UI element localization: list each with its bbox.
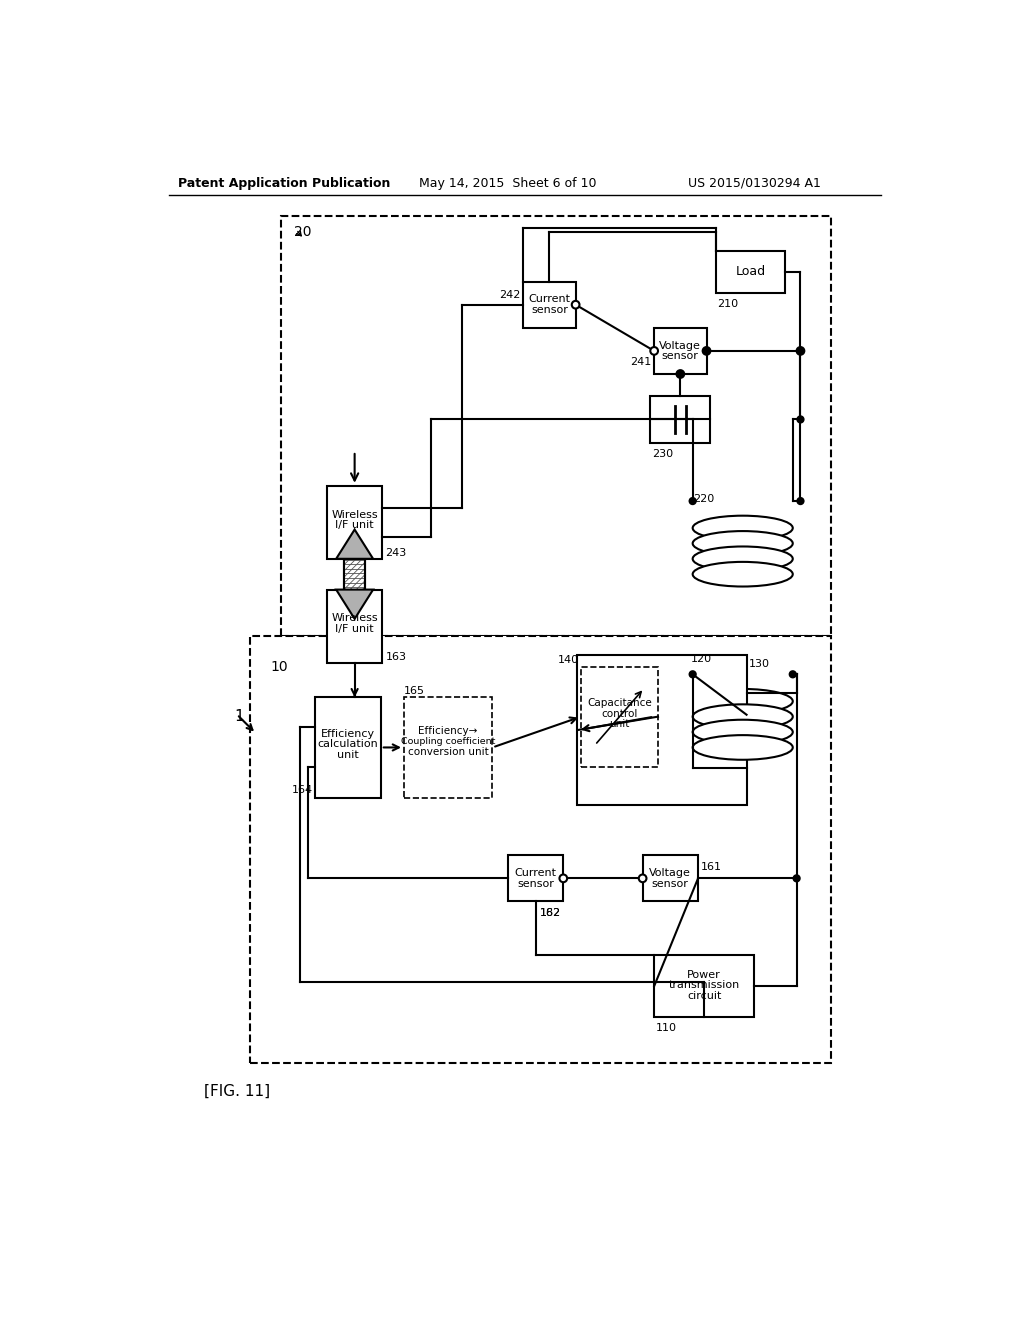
Circle shape [677,370,684,378]
Text: Capacitance: Capacitance [587,698,652,708]
Text: [FIG. 11]: [FIG. 11] [204,1084,270,1100]
Text: US 2015/0130294 A1: US 2015/0130294 A1 [688,177,820,190]
Text: Voltage: Voltage [659,341,701,351]
Bar [654,327,707,374]
Text: 140: 140 [558,655,579,665]
Circle shape [689,498,695,504]
Bar [327,590,382,663]
Text: 164: 164 [292,785,313,795]
Bar [327,486,382,558]
Circle shape [790,671,796,677]
Text: 242: 242 [500,290,521,301]
Bar [508,855,563,902]
Text: conversion unit: conversion unit [408,747,488,758]
Text: Wireless: Wireless [332,614,378,623]
Ellipse shape [692,531,793,556]
Circle shape [797,347,804,355]
Text: sensor: sensor [662,351,698,362]
Text: Patent Application Publication: Patent Application Publication [178,177,391,190]
Bar [315,697,381,797]
Circle shape [702,347,711,355]
Circle shape [798,416,804,422]
Ellipse shape [692,562,793,586]
Text: I/F unit: I/F unit [335,520,374,531]
Bar [643,855,698,902]
Text: sensor: sensor [517,879,554,888]
Text: 182: 182 [540,908,561,917]
Text: 110: 110 [655,1023,677,1034]
Ellipse shape [692,719,793,744]
Text: Coupling coefficient: Coupling coefficient [401,737,496,746]
Text: circuit: circuit [687,991,721,1001]
Ellipse shape [692,705,793,729]
Ellipse shape [692,546,793,572]
Bar [716,251,785,293]
Ellipse shape [692,689,793,714]
Bar [578,655,746,805]
Text: Load: Load [735,265,766,279]
Bar [650,396,711,444]
Bar [250,636,831,1063]
Polygon shape [336,590,373,619]
Bar [654,956,755,1016]
Bar [523,281,575,327]
Bar [581,667,658,767]
Text: Efficiency: Efficiency [321,729,375,739]
Text: 220: 220 [692,494,714,504]
Text: unit: unit [337,750,359,760]
Text: 162: 162 [540,908,560,917]
Bar [344,558,366,590]
Circle shape [650,347,658,355]
Text: sensor: sensor [652,879,689,888]
Text: calculation: calculation [317,739,379,750]
Bar [281,216,831,636]
Ellipse shape [692,516,793,540]
Text: 120: 120 [690,653,712,664]
Text: 130: 130 [749,659,770,669]
Text: Voltage: Voltage [649,869,691,878]
Text: May 14, 2015  Sheet 6 of 10: May 14, 2015 Sheet 6 of 10 [419,177,597,190]
Polygon shape [336,529,373,558]
Text: 20: 20 [294,224,311,239]
Circle shape [794,875,800,882]
Text: 210: 210 [717,300,738,309]
Text: control: control [601,709,638,718]
Circle shape [689,671,695,677]
Ellipse shape [692,735,793,760]
Text: transmission: transmission [669,981,739,990]
Text: Current: Current [528,294,570,305]
Bar [344,558,366,590]
Text: 161: 161 [700,862,721,871]
Text: Current: Current [515,869,557,878]
Text: Power: Power [687,970,721,979]
Bar [403,697,493,797]
Text: 163: 163 [385,652,407,661]
Circle shape [639,874,646,882]
Text: unit: unit [609,719,630,730]
Text: 1: 1 [234,709,244,725]
Circle shape [559,874,567,882]
Text: sensor: sensor [531,305,568,315]
Text: Wireless: Wireless [332,510,378,520]
Text: 165: 165 [403,686,425,696]
Text: I/F unit: I/F unit [335,624,374,634]
Circle shape [798,498,804,504]
Text: 241: 241 [631,358,652,367]
Text: Efficiency→: Efficiency→ [419,726,478,735]
Text: 10: 10 [270,660,289,673]
Circle shape [571,301,580,309]
Text: 230: 230 [652,449,674,459]
Text: 243: 243 [385,548,407,557]
